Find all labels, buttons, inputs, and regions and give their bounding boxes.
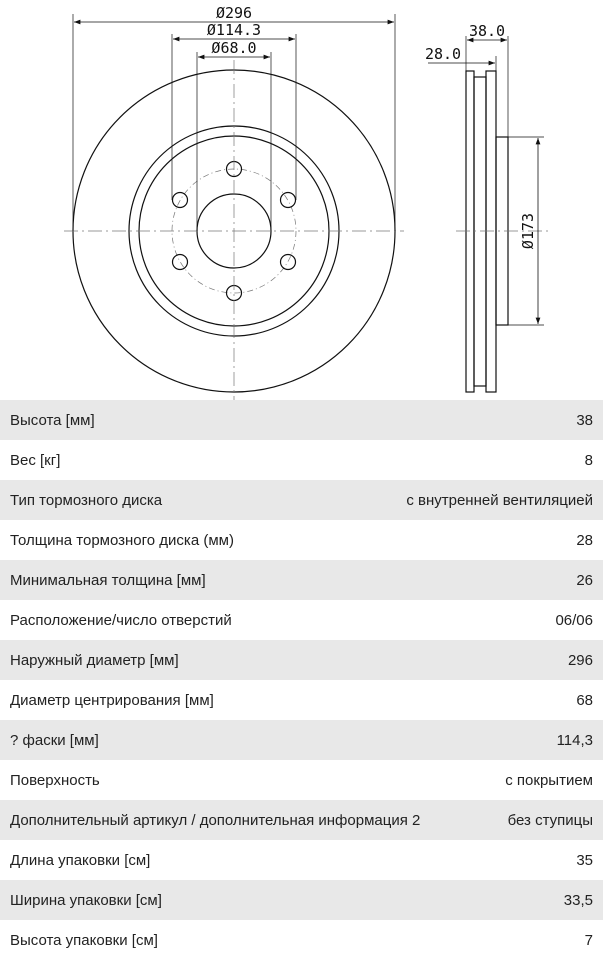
spec-value: без ступицы — [507, 811, 593, 829]
spec-row: Высота упаковки [см] 7 — [0, 920, 603, 960]
spec-row: Поверхность с покрытием — [0, 760, 603, 800]
dim-hub: Ø173 — [519, 213, 537, 249]
spec-row: Расположение/число отверстий 06/06 — [0, 600, 603, 640]
spec-row: Тип тормозного диска с внутренней вентиля… — [0, 480, 603, 520]
spec-table: Высота [мм] 38 Вес [кг] 8 Тип тормозного д… — [0, 400, 603, 960]
spec-label: Минимальная толщина [мм] — [10, 571, 206, 589]
side-vanes — [473, 76, 487, 387]
spec-value: 7 — [584, 931, 593, 949]
spec-row: Дополнительный артикул / дополнительная … — [0, 800, 603, 840]
spec-value: 33,5 — [563, 891, 593, 909]
spec-label: Длина упаковки [см] — [10, 851, 151, 869]
spec-row: Минимальная толщина [мм] 26 — [0, 560, 603, 600]
spec-row: ? фаски [мм] 114,3 — [0, 720, 603, 760]
side-plate-1 — [465, 70, 475, 393]
spec-label: Расположение/число отверстий — [10, 611, 232, 629]
spec-label: Высота [мм] — [10, 411, 95, 429]
spec-label: Диаметр центрирования [мм] — [10, 691, 214, 709]
dim-height: 38.0 — [469, 22, 505, 40]
spec-value: 296 — [567, 651, 593, 669]
spec-value: 35 — [576, 851, 593, 869]
spec-value: 38 — [576, 411, 593, 429]
dim-center-bore: Ø68.0 — [211, 39, 256, 57]
spec-value: 26 — [576, 571, 593, 589]
spec-label: Тип тормозного диска — [10, 491, 163, 509]
spec-label: Ширина упаковки [см] — [10, 891, 162, 909]
spec-row: Ширина упаковки [см] 33,5 — [0, 880, 603, 920]
spec-label: Толщина тормозного диска (мм) — [10, 531, 234, 549]
spec-row: Толщина тормозного диска (мм) 28 — [0, 520, 603, 560]
spec-value: 68 — [576, 691, 593, 709]
spec-value: с покрытием — [505, 771, 593, 789]
spec-value: 28 — [576, 531, 593, 549]
brake-disc-drawing: Ø296 Ø114.3 Ø68.0 38.0 28.0 Ø173 — [64, 4, 548, 400]
side-plate-2 — [485, 70, 497, 393]
dim-outer: Ø296 — [216, 4, 252, 22]
spec-label: Поверхность — [10, 771, 100, 789]
dim-bolt-circle: Ø114.3 — [207, 21, 261, 39]
spec-label: Высота упаковки [см] — [10, 931, 158, 949]
spec-row: Высота [мм] 38 — [0, 400, 603, 440]
spec-label: Дополнительный артикул / дополнительная … — [10, 811, 421, 829]
spec-row: Вес [кг] 8 — [0, 440, 603, 480]
spec-label: Вес [кг] — [10, 451, 61, 469]
spec-value: с внутренней вентиляцией — [406, 491, 593, 509]
spec-row: Наружный диаметр [мм] 296 — [0, 640, 603, 680]
dim-thickness: 28.0 — [425, 45, 461, 63]
spec-label: Наружный диаметр [мм] — [10, 651, 179, 669]
spec-value: 114,3 — [556, 731, 593, 749]
spec-label: ? фаски [мм] — [10, 731, 99, 749]
spec-value: 06/06 — [555, 611, 593, 629]
spec-row: Диаметр центрирования [мм] 68 — [0, 680, 603, 720]
spec-value: 8 — [584, 451, 593, 469]
spec-row: Длина упаковки [см] 35 — [0, 840, 603, 880]
